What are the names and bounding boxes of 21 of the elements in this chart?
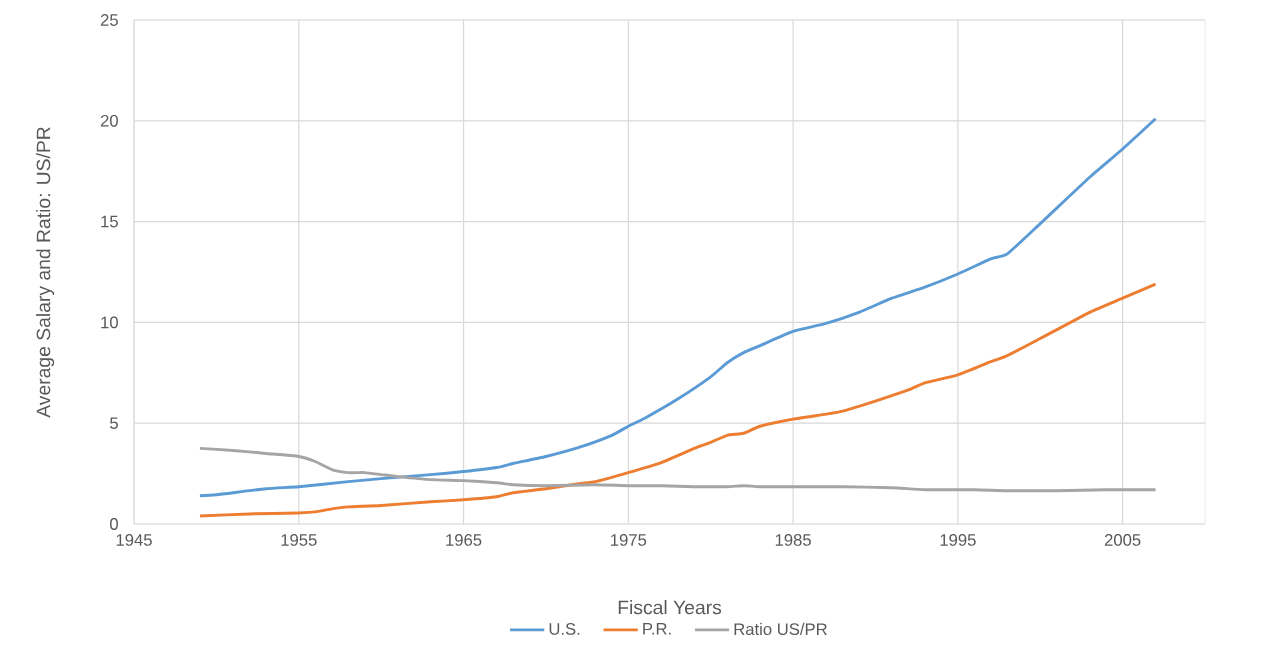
legend-label: U.S. <box>549 623 580 635</box>
legend-label: P.R. <box>643 623 671 635</box>
x-tick-label: 1955 <box>281 534 317 546</box>
y-tick-label: 15 <box>101 215 118 228</box>
x-axis-title: Fiscal Years <box>618 600 722 615</box>
x-tick-label: 1975 <box>611 534 647 546</box>
line-series <box>198 117 1158 498</box>
x-tick-label: 1995 <box>940 534 976 546</box>
y-tick-label: 5 <box>110 417 118 430</box>
y-tick-label: 10 <box>101 316 118 329</box>
x-tick-label: 1985 <box>775 534 811 546</box>
y-tick-label: 25 <box>100 14 118 26</box>
x-tick-label: 1965 <box>446 534 482 546</box>
legend-label: Ratio US/PR <box>734 622 827 636</box>
y-tick-label: 0 <box>110 518 118 530</box>
y-tick-label: 20 <box>100 114 118 127</box>
line-series <box>198 446 1158 493</box>
line-series <box>198 282 1158 518</box>
x-tick-label: 1945 <box>116 534 152 546</box>
y-axis-title: Average Salary and Ratio: US/PR <box>36 127 55 418</box>
x-tick-label: 2005 <box>1104 534 1141 546</box>
